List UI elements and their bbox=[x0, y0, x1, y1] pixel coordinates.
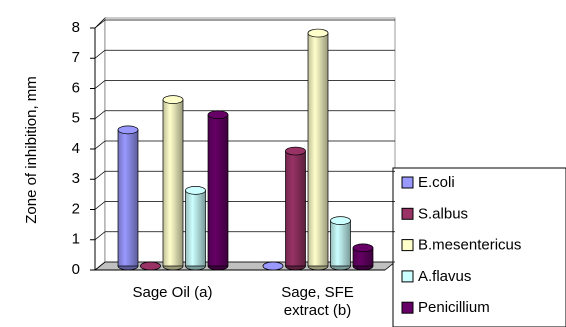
legend-swatch bbox=[401, 239, 414, 252]
legend-swatch bbox=[401, 301, 414, 314]
grid-line bbox=[94, 140, 395, 150]
y-tick-label: 7 bbox=[72, 49, 80, 66]
y-tick-label: 0 bbox=[72, 261, 80, 278]
legend-box bbox=[392, 167, 566, 327]
grid-line-side bbox=[94, 80, 106, 89]
grid-line-side bbox=[94, 261, 106, 271]
grid-line-side bbox=[94, 201, 106, 210]
bar-body bbox=[330, 220, 351, 267]
side-wall bbox=[94, 17, 106, 271]
bar-top bbox=[262, 261, 284, 271]
bar-top bbox=[352, 243, 374, 253]
bar bbox=[307, 28, 329, 271]
grid-line bbox=[94, 170, 395, 180]
bar bbox=[330, 216, 351, 271]
legend-label: Penicillium bbox=[418, 299, 490, 316]
bar-body bbox=[207, 114, 229, 267]
grid-line bbox=[94, 19, 395, 29]
bar-body bbox=[307, 32, 329, 267]
bar bbox=[207, 110, 229, 271]
grid-line-side bbox=[94, 19, 106, 29]
y-tick-label: 1 bbox=[72, 231, 80, 248]
y-tick-label: 5 bbox=[72, 110, 80, 127]
bar bbox=[352, 243, 374, 271]
bar bbox=[185, 186, 206, 271]
bar-top bbox=[285, 146, 306, 156]
bar-top bbox=[330, 216, 351, 225]
bar-body bbox=[185, 190, 206, 267]
grid-line-side bbox=[94, 170, 106, 180]
bar-top bbox=[307, 28, 329, 38]
grid-line bbox=[94, 110, 395, 120]
legend-label: S.albus bbox=[418, 205, 468, 222]
bar bbox=[285, 146, 306, 271]
bar bbox=[117, 125, 139, 271]
legend-swatch bbox=[401, 176, 414, 189]
bar bbox=[140, 261, 161, 271]
y-tick-label: 8 bbox=[72, 19, 80, 36]
bar-top bbox=[162, 95, 184, 104]
grid-line bbox=[94, 80, 395, 89]
bar-body bbox=[162, 99, 184, 267]
bar bbox=[262, 261, 284, 271]
y-axis-title: Zone of inhibition, mm bbox=[23, 76, 40, 224]
x-tick-label: Sage, SFE extract (b) bbox=[281, 284, 354, 319]
legend-swatch bbox=[401, 207, 414, 220]
bar-top bbox=[207, 110, 229, 120]
bar-top bbox=[185, 186, 206, 195]
bar bbox=[162, 95, 184, 271]
grid-line-side bbox=[94, 231, 106, 241]
y-tick-label: 3 bbox=[72, 170, 80, 187]
grid-line-side bbox=[94, 49, 106, 59]
grid-line bbox=[94, 201, 395, 210]
bar-body bbox=[117, 129, 139, 267]
bar-top bbox=[140, 261, 161, 271]
y-tick-label: 4 bbox=[72, 140, 80, 157]
legend-label: E.coli bbox=[418, 174, 455, 191]
bar-body bbox=[285, 150, 306, 267]
y-tick-label: 6 bbox=[72, 79, 80, 96]
x-tick-label: Sage Oil (a) bbox=[132, 284, 213, 301]
bar-top bbox=[117, 125, 139, 135]
grid-line-side bbox=[94, 110, 106, 120]
grid-line bbox=[94, 49, 395, 59]
back-wall bbox=[104, 17, 396, 263]
y-tick-label: 2 bbox=[72, 200, 80, 217]
legend-label: A.flavus bbox=[418, 268, 471, 285]
grid-line-side bbox=[94, 140, 106, 150]
legend-swatch bbox=[401, 270, 414, 283]
legend-label: B.mesentericus bbox=[418, 237, 521, 254]
